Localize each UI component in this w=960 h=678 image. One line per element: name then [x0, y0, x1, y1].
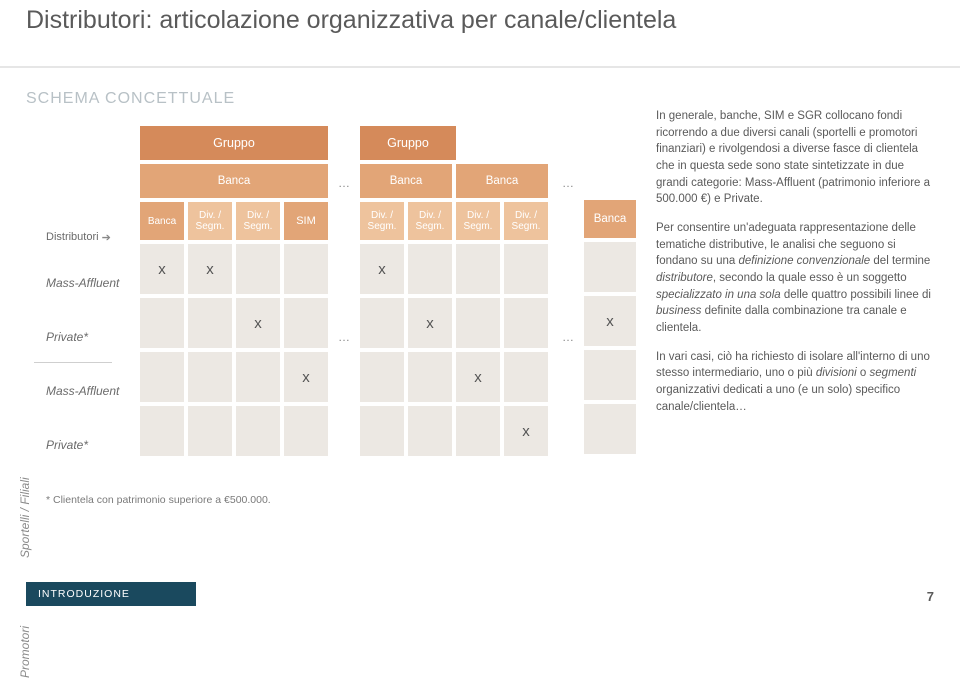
grid-block-c: Banca	[584, 160, 636, 458]
grid-block-a: Gruppo Banca Banca Div. / Segm. Div. / S…	[140, 126, 328, 460]
col-header-b-3: Div. / Segm.	[456, 202, 500, 240]
cell-a-r4-c4	[284, 406, 328, 456]
banca-header-b1: Banca	[360, 164, 452, 198]
cell-b-r4-c2	[408, 406, 452, 456]
ellipsis-mid-2: …	[558, 320, 578, 354]
side-label-promotori: Promotori	[18, 626, 32, 678]
cell-b-r4-c1	[360, 406, 404, 456]
col-header-b-2: Div. / Segm.	[408, 202, 452, 240]
cell-a-r3-c4	[284, 352, 328, 402]
cell-b-r3-c1	[360, 352, 404, 402]
right-text-column: In generale, banche, SIM e SGR collocano…	[656, 108, 936, 427]
cell-a-r4-c1	[140, 406, 184, 456]
cell-b-r3-c2	[408, 352, 452, 402]
col-header-banca: Banca	[140, 202, 184, 240]
cell-a-r1-c4	[284, 244, 328, 294]
paragraph-3: In vari casi, ciò ha richiesto di isolar…	[656, 349, 936, 416]
grid-block-b: Gruppo Banca Banca Div. / Segm. Div. / S…	[360, 126, 552, 460]
row-label-mass-affluent-1: Mass-Affluent	[46, 256, 136, 310]
arrow-right-icon: ➔	[102, 231, 111, 244]
ellipsis-top-1: …	[334, 166, 354, 200]
col-header-div-1: Div. / Segm.	[188, 202, 232, 240]
cell-a-r3-c3	[236, 352, 280, 402]
banca-header-a: Banca	[140, 164, 328, 198]
cell-a-r2-c1	[140, 298, 184, 348]
banca-header-c: Banca	[584, 200, 636, 238]
cell-a-r2-c2	[188, 298, 232, 348]
cell-b-r2-c2	[408, 298, 452, 348]
side-labels: Sportelli / Filiali Promotori	[18, 216, 40, 476]
cell-b-r4-c3	[456, 406, 500, 456]
row-label-private-1: Private*	[46, 310, 136, 364]
ellipsis-top-2: …	[558, 166, 578, 200]
cell-a-r2-c4	[284, 298, 328, 348]
schema-label: SCHEMA CONCETTUALE	[26, 90, 235, 108]
page-number: 7	[927, 589, 934, 604]
gruppo-header-b: Gruppo	[360, 126, 456, 160]
paragraph-1: In generale, banche, SIM e SGR collocano…	[656, 108, 936, 208]
cell-b-r1-c3	[456, 244, 500, 294]
cell-b-r1-c4	[504, 244, 548, 294]
cell-b-r2-c1	[360, 298, 404, 348]
cell-c-r4	[584, 404, 636, 454]
footnote: * Clientela con patrimonio superiore a €…	[46, 494, 271, 506]
side-label-sportelli: Sportelli / Filiali	[18, 477, 32, 558]
col-header-sim: SIM	[284, 202, 328, 240]
gruppo-header-a: Gruppo	[140, 126, 328, 160]
cell-b-r3-c3	[456, 352, 500, 402]
cell-a-r4-c2	[188, 406, 232, 456]
paragraph-2: Per consentire un'adeguata rappresentazi…	[656, 220, 936, 337]
cell-b-r2-c4	[504, 298, 548, 348]
distributori-header-text: Distributori	[46, 231, 99, 243]
ellipsis-mid-1: …	[334, 320, 354, 354]
footer-bar: INTRODUZIONE	[26, 582, 196, 606]
cell-c-r1	[584, 242, 636, 292]
cell-b-r1-c2	[408, 244, 452, 294]
page-title: Distributori: articolazione organizzativ…	[26, 6, 676, 35]
cell-c-r3	[584, 350, 636, 400]
banca-header-b2: Banca	[456, 164, 548, 198]
cell-b-r4-c4	[504, 406, 548, 456]
cell-a-r1-c2	[188, 244, 232, 294]
cell-a-r1-c1	[140, 244, 184, 294]
cell-a-r1-c3	[236, 244, 280, 294]
gap-ellipsis-2: … …	[558, 166, 578, 354]
cell-b-r1-c1	[360, 244, 404, 294]
cell-c-r2	[584, 296, 636, 346]
col-header-b-1: Div. / Segm.	[360, 202, 404, 240]
col-header-b-4: Div. / Segm.	[504, 202, 548, 240]
title-rule	[0, 66, 960, 68]
cell-a-r3-c2	[188, 352, 232, 402]
row-label-mass-affluent-2: Mass-Affluent	[46, 364, 136, 418]
gap-ellipsis-1: … …	[334, 166, 354, 354]
row-label-private-2: Private*	[46, 418, 136, 472]
cell-a-r4-c3	[236, 406, 280, 456]
distributori-header: Distributori ➔	[46, 218, 136, 256]
row-labels: Distributori ➔ Mass-Affluent Private* Ma…	[46, 218, 136, 472]
cell-b-r2-c3	[456, 298, 500, 348]
cell-a-r3-c1	[140, 352, 184, 402]
cell-a-r2-c3	[236, 298, 280, 348]
col-header-div-2: Div. / Segm.	[236, 202, 280, 240]
cell-b-r3-c4	[504, 352, 548, 402]
